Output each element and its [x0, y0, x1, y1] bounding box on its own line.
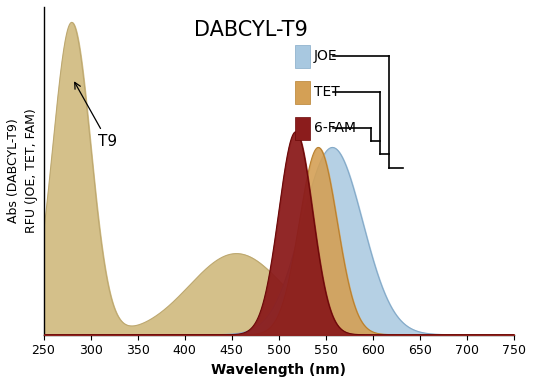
Text: 6-FAM: 6-FAM — [314, 121, 356, 135]
Text: T9: T9 — [75, 83, 117, 149]
Bar — [295, 81, 310, 104]
X-axis label: Wavelength (nm): Wavelength (nm) — [211, 363, 346, 377]
Bar — [295, 117, 310, 140]
Y-axis label: Abs (DABCYL-T9)
RFU (JOE, TET, FAM): Abs (DABCYL-T9) RFU (JOE, TET, FAM) — [7, 109, 38, 233]
Bar — [295, 45, 310, 68]
Text: DABCYL-T9: DABCYL-T9 — [193, 20, 308, 40]
Text: TET: TET — [314, 85, 340, 99]
Text: JOE: JOE — [314, 49, 338, 63]
